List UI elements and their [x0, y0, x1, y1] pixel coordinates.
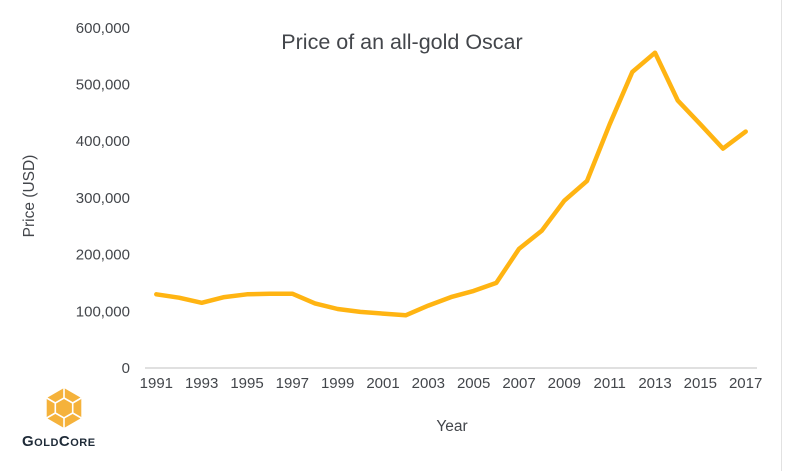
x-tick-label: 2017	[729, 375, 762, 392]
x-tick-label: 1993	[185, 375, 218, 392]
y-tick-label: 200,000	[76, 247, 130, 264]
x-tick-label: 1995	[230, 375, 263, 392]
y-axis-title: Price (USD)	[21, 155, 38, 238]
x-tick-label: 2011	[594, 375, 626, 392]
x-tick-label: 2001	[366, 375, 399, 392]
goldcore-hexagon-icon	[46, 388, 82, 428]
y-tick-label: 500,000	[76, 77, 130, 94]
y-tick-label: 0	[122, 360, 130, 377]
y-tick-label: 100,000	[76, 303, 130, 320]
y-tick-label: 600,000	[76, 20, 130, 37]
x-tick-label: 1999	[321, 375, 354, 392]
x-tick-label: 2015	[684, 375, 717, 392]
goldcore-logo: GoldCore	[22, 386, 132, 450]
y-axis-tick-labels: 0 100,000 200,000 300,000 400,000 500,000 600,…	[76, 20, 130, 377]
x-tick-label: 2005	[457, 375, 490, 392]
price-line	[154, 50, 748, 318]
x-tick-label: 1997	[276, 375, 309, 392]
x-tick-label: 2007	[502, 375, 535, 392]
x-tick-label: 2013	[638, 375, 671, 392]
x-axis-tick-labels: 1991 1993 1995 1997 1999 2001 2003 2005 2007 2009…	[140, 375, 763, 392]
y-tick-label: 300,000	[76, 190, 130, 207]
x-tick-label: 1991	[140, 375, 173, 392]
x-tick-label: 2003	[412, 375, 445, 392]
goldcore-wordmark: GoldCore	[22, 433, 96, 450]
x-axis-title: Year	[436, 418, 467, 435]
frame-right-border	[781, 0, 782, 471]
x-tick-label: 2009	[548, 375, 581, 392]
y-tick-label: 400,000	[76, 133, 130, 150]
chart-title: Price of an all-gold Oscar	[281, 30, 522, 54]
